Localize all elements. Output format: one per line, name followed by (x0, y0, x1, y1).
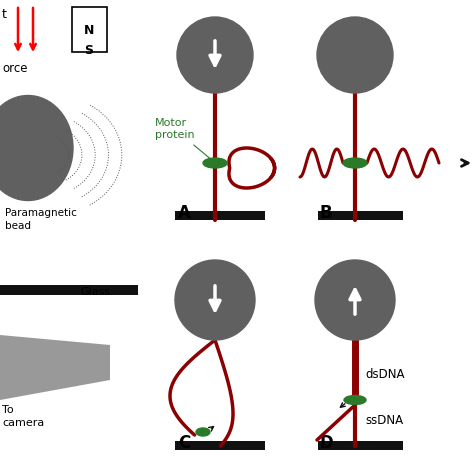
Text: B: B (320, 204, 333, 222)
Text: Motor
protein: Motor protein (155, 118, 211, 159)
Bar (175, 211, 265, 220)
Polygon shape (0, 335, 110, 400)
Text: ssDNA: ssDNA (365, 413, 403, 427)
Ellipse shape (343, 158, 367, 168)
Circle shape (175, 260, 255, 340)
Text: orce: orce (2, 62, 27, 74)
Ellipse shape (344, 395, 366, 404)
Bar (0, 285, 138, 295)
Ellipse shape (0, 95, 73, 201)
Text: A: A (178, 204, 191, 222)
Text: N: N (84, 24, 94, 36)
Circle shape (317, 17, 393, 93)
Circle shape (177, 17, 253, 93)
Text: To
camera: To camera (2, 405, 44, 428)
Text: S: S (84, 44, 93, 56)
Text: Glass: Glass (80, 287, 110, 297)
Ellipse shape (203, 158, 227, 168)
Text: C: C (178, 434, 190, 452)
FancyBboxPatch shape (72, 7, 107, 52)
Text: D: D (320, 434, 334, 452)
Ellipse shape (196, 428, 210, 436)
Bar (318, 441, 403, 450)
Bar (175, 441, 265, 450)
Text: dsDNA: dsDNA (365, 368, 404, 382)
Bar (318, 211, 403, 220)
Text: Paramagnetic
bead: Paramagnetic bead (5, 208, 77, 231)
Text: t: t (2, 8, 7, 21)
Circle shape (315, 260, 395, 340)
